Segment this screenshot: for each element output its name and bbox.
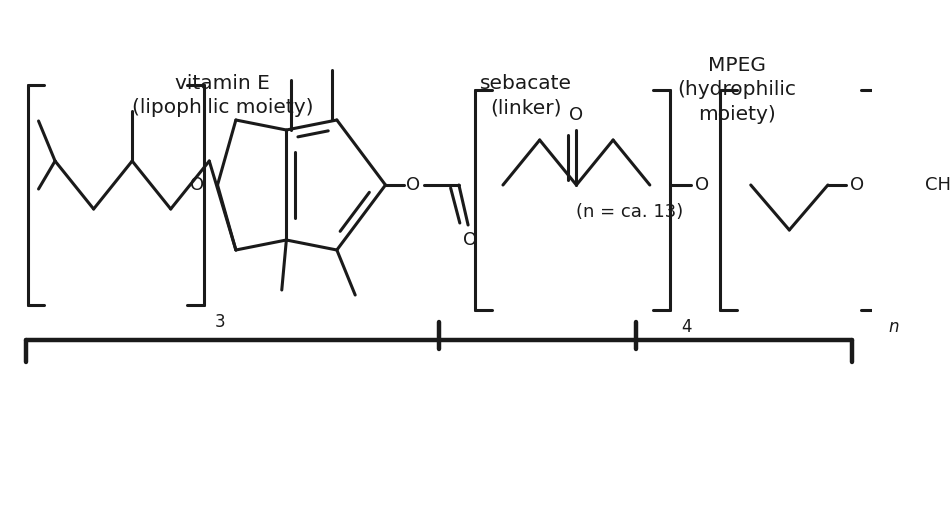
Text: CH₃: CH₃ bbox=[925, 176, 950, 194]
Text: O: O bbox=[406, 176, 420, 194]
Text: O: O bbox=[695, 176, 710, 194]
Text: O: O bbox=[463, 231, 477, 249]
Text: O: O bbox=[190, 176, 204, 194]
Text: O: O bbox=[569, 106, 583, 124]
Text: MPEG
(hydrophilic
moiety): MPEG (hydrophilic moiety) bbox=[677, 56, 796, 124]
Text: O: O bbox=[850, 176, 864, 194]
Text: (n = ca. 13): (n = ca. 13) bbox=[576, 203, 683, 221]
Text: 4: 4 bbox=[681, 318, 692, 336]
Text: n: n bbox=[888, 318, 899, 336]
Text: 3: 3 bbox=[215, 313, 225, 331]
Text: sebacate
(linker): sebacate (linker) bbox=[480, 74, 572, 118]
Text: vitamin E
(lipophilic moiety): vitamin E (lipophilic moiety) bbox=[132, 74, 314, 118]
